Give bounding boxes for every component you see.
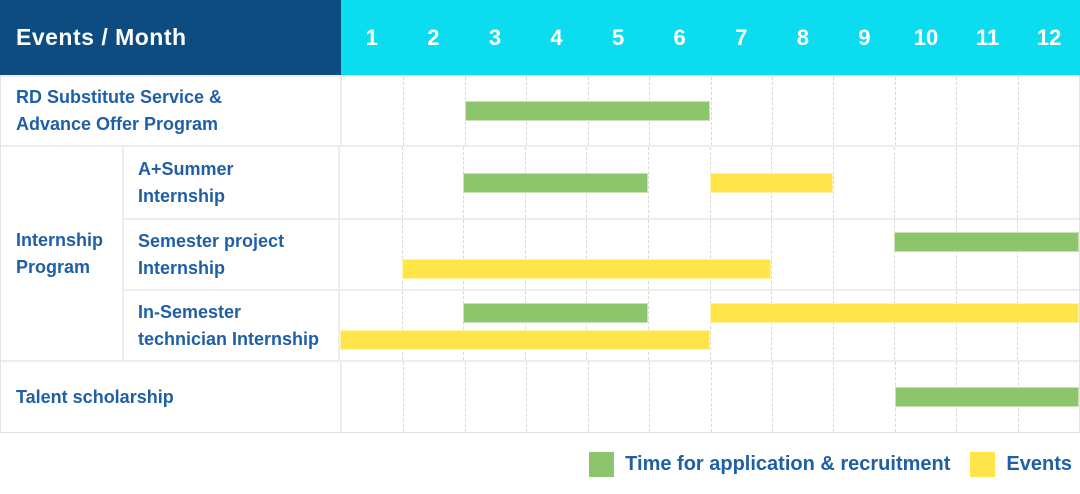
gantt-track: [340, 147, 1079, 218]
gantt-track: [340, 291, 1079, 360]
month-gridline: [771, 220, 773, 289]
month-gridline: [1017, 220, 1019, 289]
month-label: 5: [611, 24, 625, 50]
row-label: RD Substitute Service & Advance Offer Pr…: [1, 77, 342, 145]
month-gridline: [771, 291, 773, 360]
gantt-track: [342, 77, 1079, 145]
gantt-bar-application: [464, 101, 711, 121]
month-gridline: [955, 220, 957, 289]
month-gridline: [401, 291, 403, 360]
month-gridline: [401, 220, 403, 289]
month-gridline: [832, 291, 834, 360]
month-label: 4: [550, 24, 563, 50]
month-gridline: [771, 362, 773, 432]
row-label: Semester project Internship: [124, 220, 340, 289]
gantt-bar-application: [894, 387, 1079, 407]
month-gridline: [524, 220, 526, 289]
legend-label: Time for application & recruitment: [625, 452, 951, 475]
month-gridline: [463, 220, 465, 289]
gantt-bar-application: [463, 172, 648, 193]
gantt-bar-application: [894, 232, 1079, 252]
month-gridline: [586, 220, 588, 289]
month-gridline: [586, 291, 588, 360]
month-gridline: [955, 147, 957, 218]
row-label: A+Summer Internship: [124, 147, 340, 218]
month-gridline: [649, 362, 651, 432]
month-label: 12: [1036, 24, 1062, 50]
month-gridline: [771, 77, 773, 145]
gantt-bar-events: [401, 259, 772, 279]
group-label: Internship Program: [1, 147, 124, 360]
month-gridline: [894, 220, 896, 289]
month-label: 2: [427, 24, 440, 50]
month-label: 8: [796, 24, 809, 50]
legend-item-events: Events: [970, 451, 1072, 477]
legend-swatch-yellow: [970, 451, 996, 477]
events-month-header: Events / Month: [0, 0, 341, 75]
month-gridline: [1017, 77, 1019, 145]
month-label: 7: [735, 24, 748, 50]
internship-program-group: Internship Program A+Summer Internship S…: [1, 145, 1079, 360]
month-gridline: [955, 291, 957, 360]
month-gridline: [894, 291, 896, 360]
month-gridline: [832, 147, 834, 218]
legend-label: Events: [1006, 452, 1072, 475]
month-gridline: [526, 362, 528, 432]
gantt-bar-events: [709, 303, 1079, 323]
gantt-bar-events: [709, 172, 833, 193]
row-label: Talent scholarship: [1, 362, 342, 432]
month-gridline: [832, 220, 834, 289]
month-gridline: [894, 77, 896, 145]
month-gridline: [709, 220, 711, 289]
month-gridline: [647, 220, 649, 289]
month-gridline: [956, 77, 958, 145]
month-header-row: 1 2 3 4 5 6 7 8 9 10 11 12: [341, 0, 1080, 75]
month-gridline: [401, 147, 403, 218]
gantt-body: RD Substitute Service & Advance Offer Pr…: [0, 75, 1080, 433]
month-gridline: [1017, 147, 1019, 218]
month-gridline: [403, 362, 405, 432]
row-label: In-Semester technician Internship: [124, 291, 340, 360]
gantt-track: [340, 220, 1079, 289]
month-gridline: [647, 147, 649, 218]
legend: Time for application & recruitment Events: [0, 451, 1080, 477]
month-label: 10: [913, 24, 939, 50]
row-rd-substitute-service: RD Substitute Service & Advance Offer Pr…: [1, 75, 1079, 145]
legend-swatch-green: [589, 451, 615, 477]
month-gridline: [464, 362, 466, 432]
month-label: 1: [365, 24, 378, 50]
row-a-summer-internship: A+Summer Internship: [124, 147, 1079, 218]
row-in-semester-technician-internship: In-Semester technician Internship: [124, 289, 1079, 360]
month-gridline: [833, 362, 835, 432]
month-gridline: [587, 362, 589, 432]
month-gridline: [894, 147, 896, 218]
month-gridline: [710, 77, 712, 145]
month-label: 9: [858, 24, 871, 50]
row-semester-project-internship: Semester project Internship: [124, 218, 1079, 289]
month-label: 6: [673, 24, 686, 50]
month-gridline: [463, 291, 465, 360]
month-gridline: [403, 77, 405, 145]
recruitment-schedule-chart: Events / Month 1 2 3 4 5 6 7 8 9 10 11 12 RD Substi…: [0, 0, 1080, 477]
row-talent-scholarship: Talent scholarship: [1, 360, 1079, 432]
table-header: Events / Month 1 2 3 4 5 6 7 8 9 10 11 12: [0, 0, 1080, 75]
internship-program-subrows: A+Summer Internship Semester project Int…: [124, 147, 1079, 360]
month-gridline: [709, 291, 711, 360]
month-gridline: [1017, 291, 1019, 360]
month-gridline: [524, 291, 526, 360]
legend-item-application: Time for application & recruitment: [589, 451, 951, 477]
month-label: 3: [488, 24, 502, 50]
month-gridline: [647, 291, 649, 360]
month-label: 11: [975, 24, 1000, 50]
gantt-bar-application: [463, 303, 648, 323]
gantt-bar-events: [340, 330, 710, 350]
month-gridline: [833, 77, 835, 145]
month-gridline: [710, 362, 712, 432]
gantt-track: [342, 362, 1079, 432]
